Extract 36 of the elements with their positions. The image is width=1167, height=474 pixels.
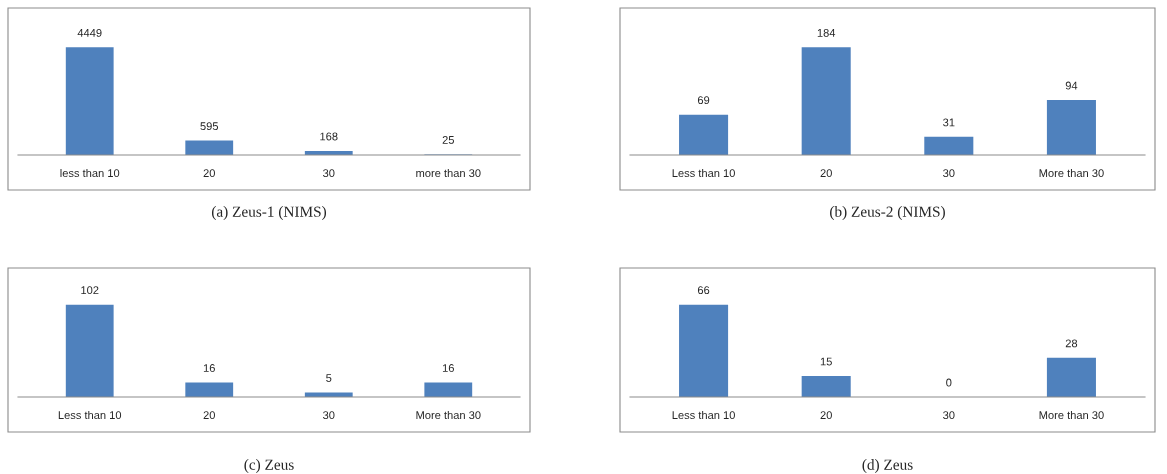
- x-tick-label: 20: [820, 411, 832, 420]
- data-label: 25: [442, 136, 454, 144]
- x-tick-label: Less than 10: [672, 168, 735, 178]
- data-label: 16: [442, 364, 454, 372]
- data-label: 28: [1065, 339, 1078, 348]
- text: (a) Zeus-1 (NIMS): [211, 206, 327, 220]
- data-label: 16: [203, 364, 215, 372]
- data-label: 66: [697, 286, 710, 295]
- data-label: 0: [946, 378, 952, 387]
- x-tick-label: 30: [943, 169, 955, 178]
- x-tick-label: More than 30: [416, 410, 481, 420]
- text: (b) Zeus-2 (NIMS): [830, 206, 945, 220]
- text: (c) Zeus: [244, 459, 294, 473]
- data-label: 595: [200, 122, 219, 131]
- data-label: 5: [326, 374, 332, 382]
- x-tick-label: Less than 10: [672, 410, 735, 420]
- x-tick-label: 20: [203, 411, 215, 420]
- data-label: 31: [943, 118, 955, 127]
- x-tick-label: More than 30: [1039, 410, 1104, 420]
- data-label: 184: [817, 28, 836, 37]
- data-label: 102: [81, 286, 99, 295]
- x-tick-label: More than 30: [1039, 168, 1104, 178]
- x-tick-label: more than 30: [416, 168, 481, 178]
- data-label: 94: [1065, 81, 1078, 90]
- data-label: 69: [697, 96, 710, 105]
- x-tick-label: 30: [943, 411, 955, 420]
- data-label: 168: [320, 132, 338, 141]
- text: (d) Zeus: [862, 459, 913, 473]
- x-tick-label: Less than 10: [58, 410, 122, 420]
- x-tick-label: 20: [203, 169, 215, 178]
- x-tick-label: less than 10: [60, 168, 120, 178]
- x-tick-label: 30: [323, 169, 335, 178]
- x-tick-label: 20: [820, 169, 832, 178]
- data-label: 4449: [77, 28, 102, 37]
- x-tick-label: 30: [323, 411, 335, 420]
- data-label: 15: [820, 357, 832, 366]
